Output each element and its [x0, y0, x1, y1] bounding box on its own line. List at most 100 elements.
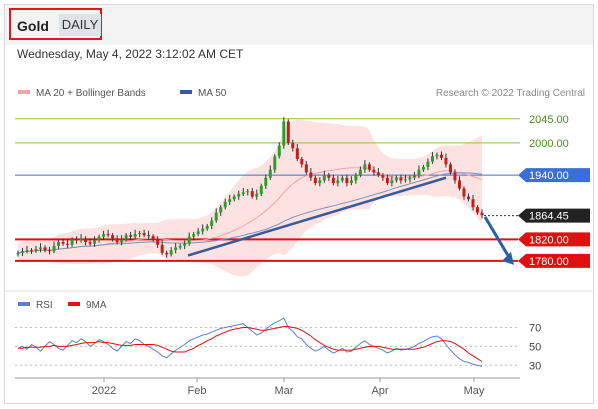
symbol-box[interactable]: Gold DAILY [9, 8, 102, 40]
candle-body [412, 175, 416, 178]
candle-body [187, 236, 191, 244]
candle-body [93, 240, 97, 244]
rsi-legend-swatch [68, 302, 80, 306]
candle-body [457, 180, 461, 189]
candle-body [61, 242, 65, 244]
candle-body [322, 175, 326, 181]
candle-body [16, 252, 20, 255]
candle-body [358, 169, 362, 176]
rsi-tick-label: 30 [529, 360, 541, 372]
candle-body [268, 169, 272, 178]
period-badge[interactable]: DAILY [59, 14, 101, 36]
candle-body [466, 196, 470, 200]
x-tick-label: Mar [275, 385, 294, 397]
candle-body [196, 231, 200, 235]
candle-body [363, 164, 367, 170]
candle-body [192, 234, 196, 237]
candle-body [165, 252, 169, 255]
candle-body [318, 180, 322, 184]
candle-body [399, 177, 403, 181]
forecast-arrow-head [502, 251, 514, 265]
candle-body [178, 245, 182, 248]
candle-body [151, 236, 155, 240]
candle-body [138, 232, 142, 235]
support-trendline [187, 176, 447, 257]
candle-body [264, 177, 268, 186]
candle-body [111, 235, 115, 239]
candle-body [304, 164, 308, 173]
candle-body [313, 177, 317, 184]
candle-body [255, 193, 259, 197]
candle-body [286, 121, 290, 143]
candle-body [133, 234, 137, 237]
candle-body [417, 169, 421, 176]
legend-label: MA 50 [198, 88, 227, 99]
candle-body [147, 235, 151, 237]
last-price-label: 1864.45 [529, 211, 569, 223]
candle-body [394, 177, 398, 181]
candle-body [124, 235, 128, 240]
rsi-tick-label: 50 [529, 341, 541, 353]
candle-body [52, 245, 56, 252]
chart-header: Gold DAILY [5, 5, 593, 45]
candle-body [160, 244, 164, 253]
candle-body [336, 180, 340, 184]
candle-body [66, 243, 70, 245]
rsi-legend-swatch [18, 302, 30, 306]
candle-body [300, 158, 304, 165]
candle-body [376, 172, 380, 176]
ma50-line [17, 172, 483, 254]
candle-body [430, 156, 434, 162]
candle-body [295, 148, 299, 159]
candle-body [475, 207, 479, 213]
candle-body [345, 177, 349, 184]
candle-body [214, 212, 218, 221]
candle-body [142, 232, 146, 236]
candle-body [57, 242, 61, 246]
candle-body [372, 169, 376, 173]
candle-body [120, 239, 124, 243]
x-tick-label: 2022 [92, 385, 116, 397]
pivot-label-bg [518, 168, 590, 183]
last-price-bg [518, 208, 590, 223]
support-label-bg [518, 253, 590, 268]
candle-body [381, 175, 385, 178]
candle-body [237, 193, 241, 197]
candle-body [309, 172, 313, 178]
candle-body [448, 164, 452, 173]
candle-body [282, 121, 286, 146]
candle-body [354, 175, 358, 181]
candle-body [228, 199, 232, 202]
rsi-tick-label: 70 [529, 322, 541, 334]
candle-body [223, 201, 227, 208]
credit-text: Research © 2022 Trading Central [436, 88, 585, 99]
candle-body [219, 207, 223, 213]
legend-label: MA 20 + Bollinger Bands [36, 88, 146, 99]
candle-body [246, 191, 250, 193]
candle-body [201, 228, 205, 232]
candle-body [106, 234, 110, 236]
candle-body [259, 185, 263, 194]
candle-body [241, 192, 245, 194]
candle-body [174, 247, 178, 251]
candle-body [30, 250, 34, 252]
candle-body [169, 250, 173, 255]
support-label: 1780.00 [529, 256, 569, 268]
candle-body [102, 234, 106, 237]
candle-body [250, 191, 254, 197]
candle-body [426, 161, 430, 168]
candle-body [79, 238, 83, 241]
candle-body [21, 251, 25, 253]
candle-body [403, 179, 407, 181]
target-label: 2000.00 [529, 138, 569, 150]
x-tick-label: May [464, 385, 485, 397]
candle-body [25, 250, 29, 252]
candle-body [183, 243, 187, 246]
candle-body [84, 238, 88, 243]
candle-body [349, 180, 353, 184]
candle-body [331, 177, 335, 184]
candle-body [75, 239, 79, 241]
bollinger-band-area [18, 119, 482, 277]
candle-body [97, 236, 101, 241]
candle-body [453, 172, 457, 181]
